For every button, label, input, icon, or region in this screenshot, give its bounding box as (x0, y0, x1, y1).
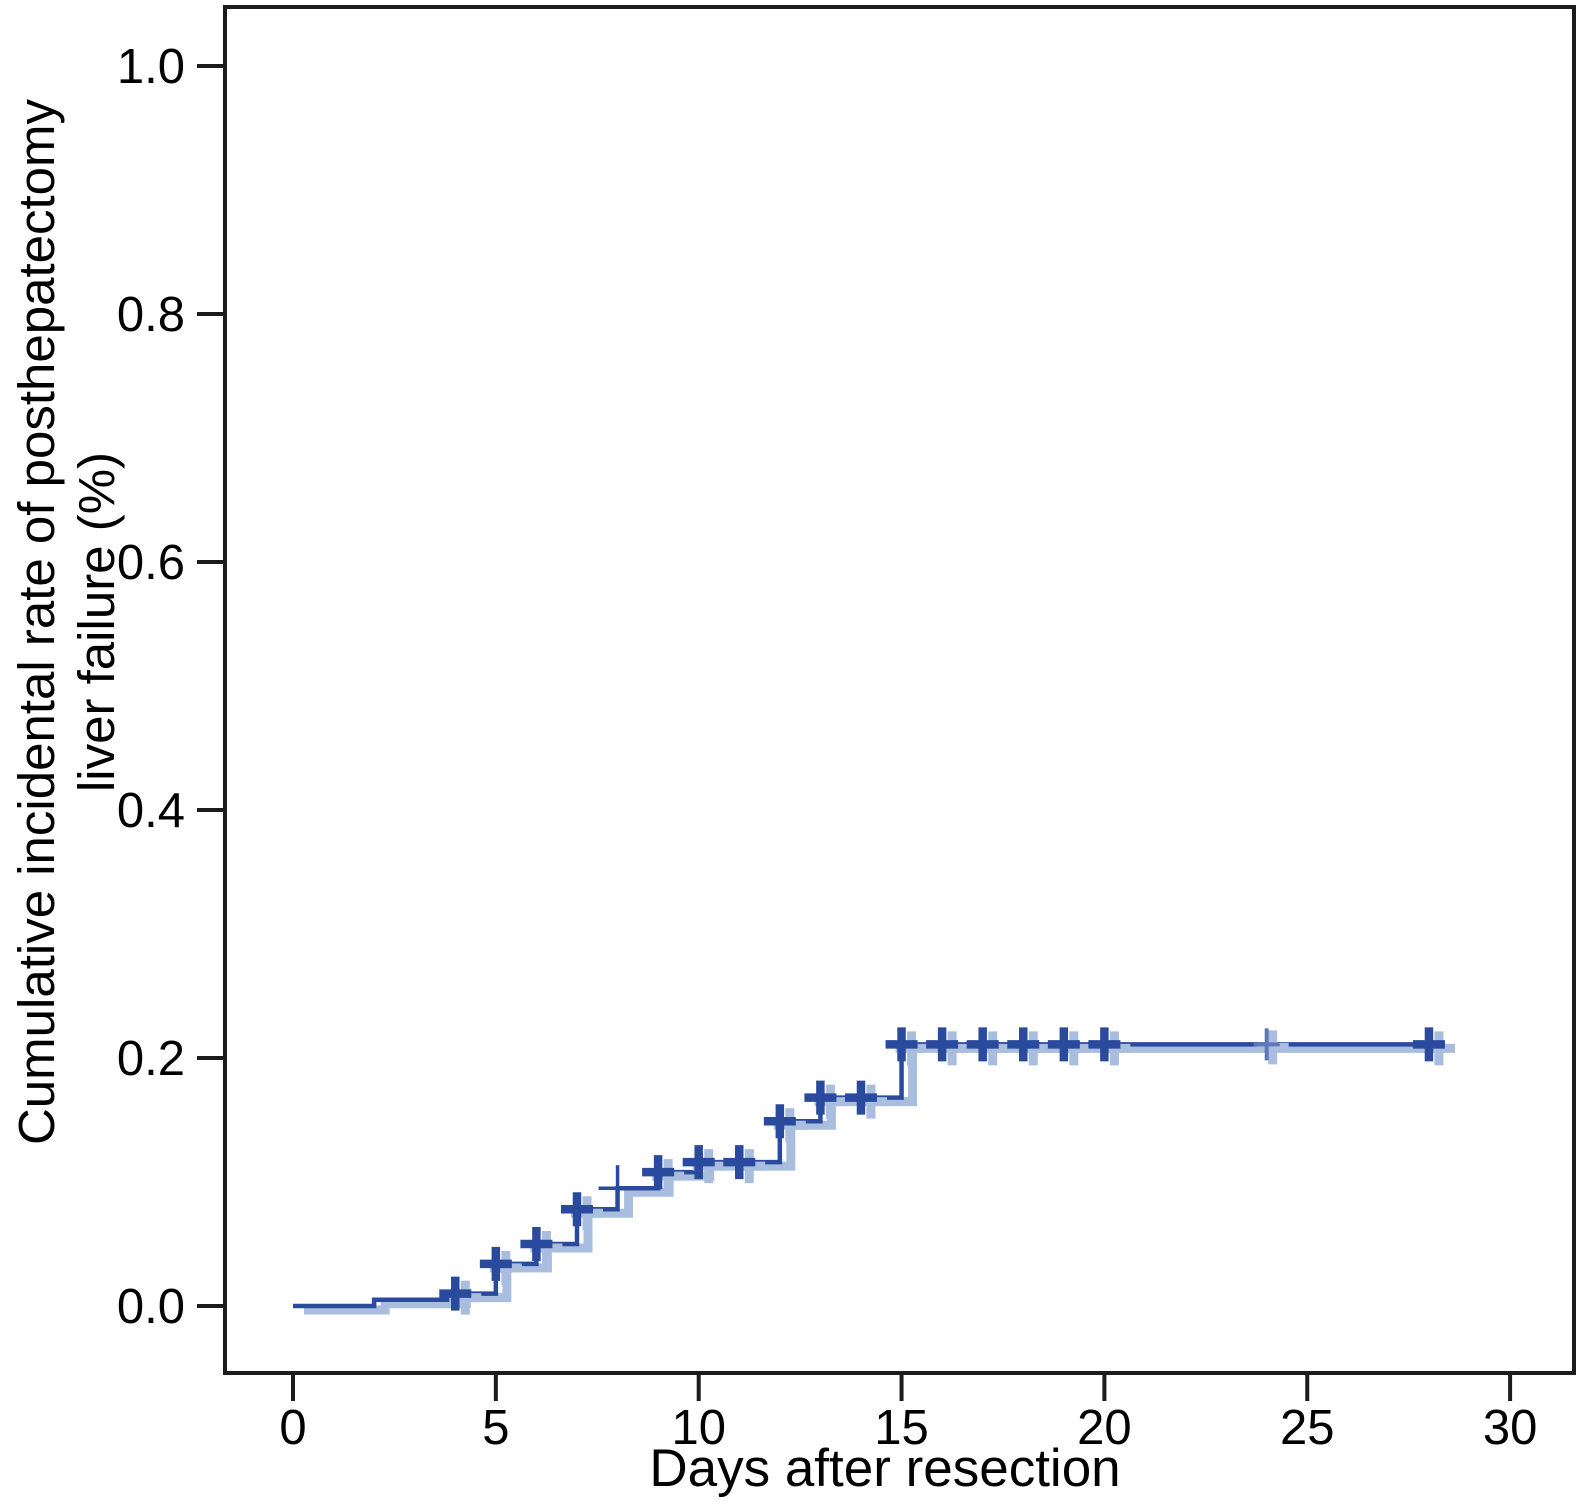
x-tick-label: 20 (1077, 1401, 1132, 1455)
y-axis-label-line2: liver failure (%) (68, 451, 125, 793)
y-tick-label: 0.0 (117, 1280, 185, 1334)
x-tick-label: 15 (874, 1401, 929, 1455)
y-axis-label: Cumulative incidental rate of posthepate… (7, 2, 127, 1242)
x-tick-label: 30 (1483, 1401, 1538, 1455)
y-tick-label: 0.4 (117, 784, 185, 838)
x-tick-label: 0 (279, 1401, 306, 1455)
x-axis-label: Days after resection (649, 1439, 1121, 1498)
y-tick-label: 0.8 (117, 288, 185, 342)
y-tick-label: 0.6 (117, 536, 185, 590)
x-tick-label: 5 (482, 1401, 509, 1455)
x-tick-label: 25 (1280, 1401, 1335, 1455)
y-axis-label-line1: Cumulative incidental rate of posthepate… (8, 98, 65, 1146)
y-tick-label: 0.2 (117, 1032, 185, 1086)
plot-frame (223, 5, 1576, 1375)
y-tick-label: 1.0 (117, 40, 185, 94)
x-tick-label: 10 (671, 1401, 726, 1455)
